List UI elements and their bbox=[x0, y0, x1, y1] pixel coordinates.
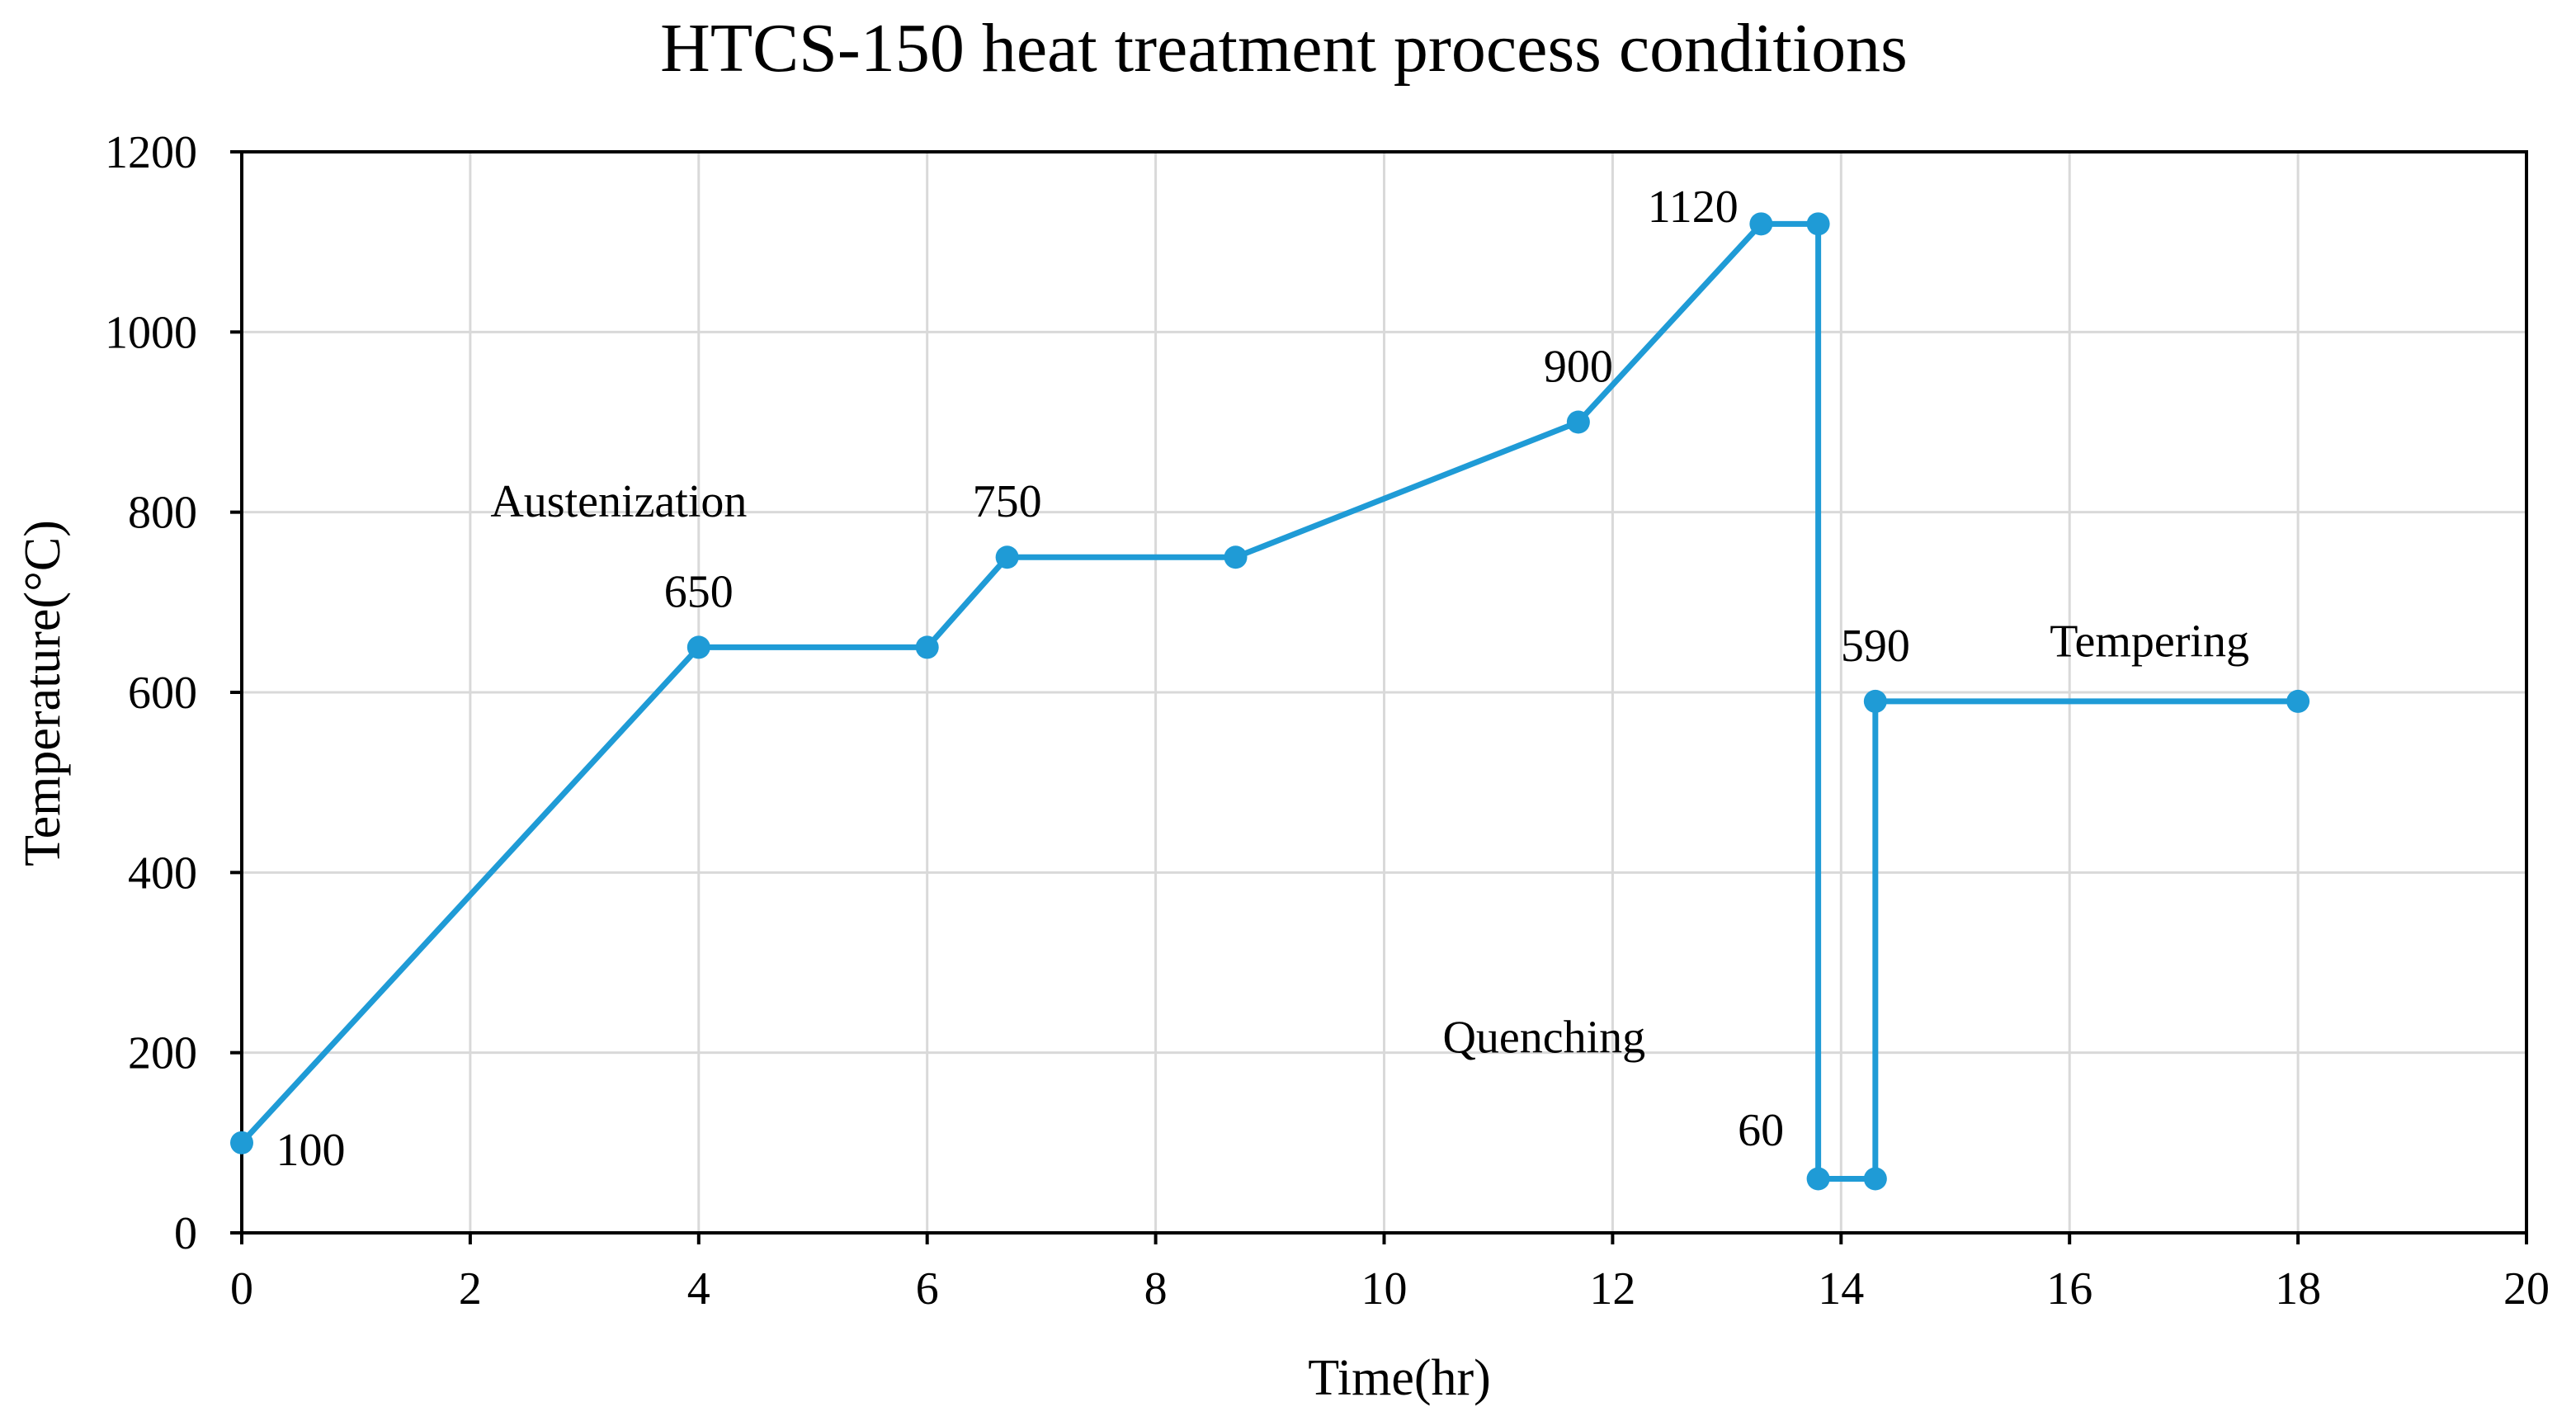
annotation-label: 900 bbox=[1544, 341, 1613, 392]
x-tick-label: 16 bbox=[2046, 1263, 2092, 1315]
annotation-label: 650 bbox=[664, 566, 734, 617]
x-tick-label: 10 bbox=[1361, 1263, 1408, 1315]
x-tick-label: 0 bbox=[230, 1263, 253, 1315]
annotation-label: Tempering bbox=[2050, 616, 2249, 667]
x-tick-label: 18 bbox=[2275, 1263, 2321, 1315]
x-tick-label: 20 bbox=[2503, 1263, 2550, 1315]
data-point bbox=[915, 635, 939, 659]
data-point bbox=[1806, 212, 1830, 236]
data-point bbox=[2286, 689, 2310, 713]
data-point bbox=[1749, 212, 1773, 236]
y-tick-label: 0 bbox=[174, 1208, 197, 1259]
x-tick-label: 6 bbox=[916, 1263, 939, 1315]
data-point bbox=[1863, 1167, 1887, 1191]
data-point bbox=[1863, 689, 1887, 713]
x-tick-label: 14 bbox=[1818, 1263, 1864, 1315]
annotation-label: 750 bbox=[973, 476, 1042, 527]
y-tick-label: 1200 bbox=[105, 127, 197, 178]
x-axis-label: Time(hr) bbox=[1308, 1350, 1491, 1406]
annotation-label: Austenization bbox=[490, 476, 747, 527]
data-point bbox=[1566, 410, 1590, 434]
annotation-label: Quenching bbox=[1442, 1013, 1645, 1064]
y-axis-label: Temperature(°C) bbox=[15, 520, 71, 866]
annotation-label: 60 bbox=[1738, 1105, 1784, 1156]
y-tick-label: 200 bbox=[128, 1028, 197, 1079]
data-point bbox=[1806, 1167, 1830, 1191]
series-group bbox=[230, 212, 2310, 1191]
data-point bbox=[1224, 545, 1248, 569]
x-tick-label: 4 bbox=[687, 1263, 710, 1315]
chart-title: HTCS-150 heat treatment process conditio… bbox=[660, 10, 1908, 87]
y-tick-label: 800 bbox=[128, 488, 197, 539]
data-point bbox=[230, 1131, 253, 1154]
x-tick-label: 12 bbox=[1589, 1263, 1635, 1315]
annotation-label: 1120 bbox=[1648, 182, 1739, 233]
annotation-label: 100 bbox=[276, 1125, 346, 1176]
y-tick-label: 600 bbox=[128, 668, 197, 719]
data-point bbox=[995, 545, 1019, 569]
x-tick-label: 8 bbox=[1144, 1263, 1168, 1315]
annotations: 100 650 Austenization 750 900 1120 590 Temperin… bbox=[276, 182, 2249, 1176]
y-tick-label: 400 bbox=[128, 847, 197, 899]
annotation-label: 590 bbox=[1841, 621, 1910, 672]
grid bbox=[242, 152, 2526, 1233]
data-point bbox=[686, 635, 710, 659]
x-tick-label: 2 bbox=[459, 1263, 482, 1315]
series-line bbox=[239, 220, 2299, 1182]
y-tick-label: 1000 bbox=[105, 307, 197, 358]
